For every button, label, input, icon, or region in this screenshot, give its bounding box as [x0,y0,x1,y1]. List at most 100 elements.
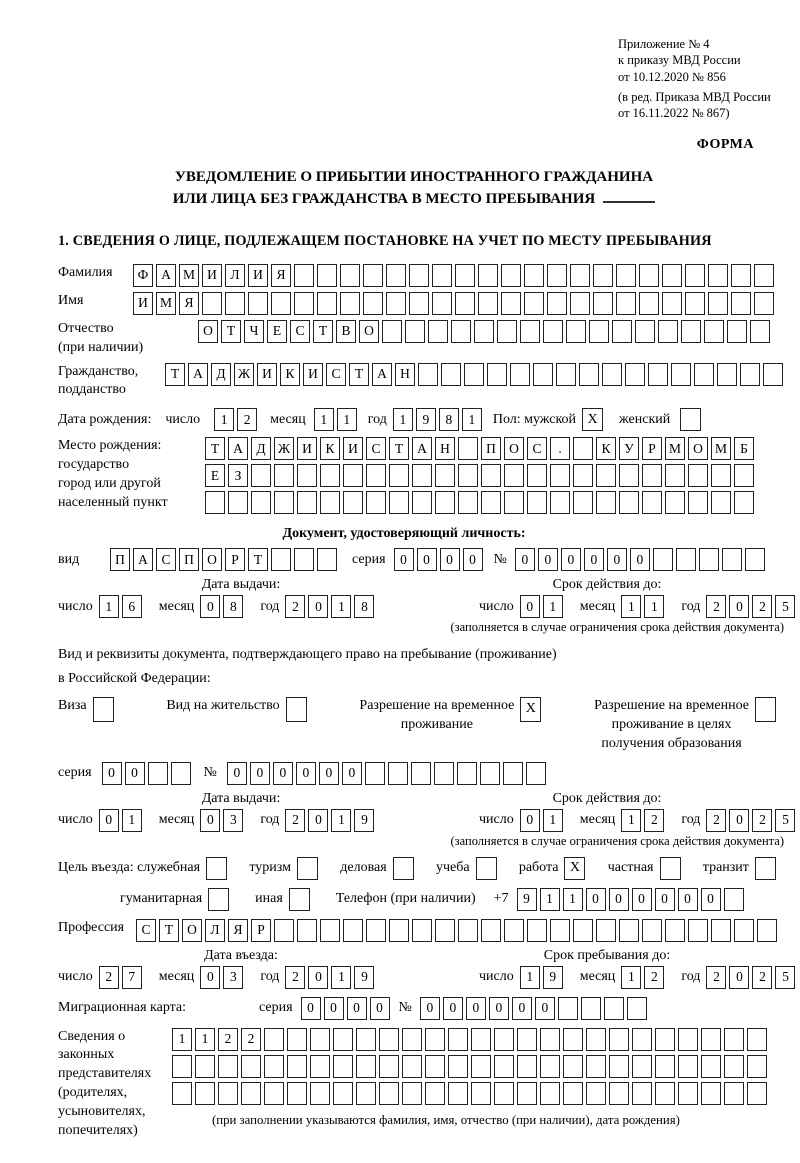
char-cell[interactable] [356,1054,376,1078]
char-cell[interactable]: 0 [585,887,606,911]
char-cell[interactable] [662,291,682,315]
char-cell[interactable] [264,1054,284,1078]
char-cell[interactable] [195,1054,215,1078]
char-cell[interactable] [451,319,471,343]
char-cell[interactable] [609,1054,629,1078]
char-cell[interactable] [294,291,314,315]
char-cell[interactable] [504,464,524,488]
char-cell[interactable] [731,291,751,315]
char-cell[interactable]: К [320,437,340,461]
char-cell[interactable]: И [257,362,277,386]
char-cell[interactable] [754,263,774,287]
char-cell[interactable]: 2 [706,965,727,989]
char-cell[interactable] [616,263,636,287]
char-cell[interactable] [612,319,632,343]
char-cell[interactable]: 1 [562,887,583,911]
purpose-official-checkbox[interactable] [206,856,228,880]
char-cell[interactable] [310,1054,330,1078]
char-cell[interactable]: И [202,263,222,287]
char-cell[interactable] [675,548,696,572]
char-cell[interactable] [547,263,567,287]
char-cell[interactable]: С [366,437,386,461]
char-cell[interactable] [448,1054,468,1078]
char-cell[interactable]: 0 [295,761,316,785]
char-cell[interactable] [635,319,655,343]
char-cell[interactable]: 0 [729,595,750,619]
char-cell[interactable] [497,319,517,343]
char-cell[interactable] [724,1054,744,1078]
char-cell[interactable] [504,918,524,942]
char-cell[interactable] [428,319,448,343]
char-cell[interactable] [271,548,291,572]
char-cell[interactable]: О [688,437,708,461]
char-cell[interactable]: 0 [488,996,509,1020]
char-cell[interactable] [364,761,385,785]
char-cell[interactable] [711,464,731,488]
char-cell[interactable] [294,548,314,572]
char-cell[interactable] [550,464,570,488]
char-cell[interactable] [333,1054,353,1078]
char-cell[interactable]: 2 [706,595,727,619]
char-cell[interactable] [340,291,360,315]
char-cell[interactable] [547,291,567,315]
char-cell[interactable] [172,1081,192,1105]
char-cell[interactable] [425,1081,445,1105]
purpose-study-checkbox[interactable] [475,856,497,880]
char-cell[interactable] [343,464,363,488]
char-cell[interactable] [379,1054,399,1078]
char-cell[interactable] [619,918,639,942]
char-cell[interactable] [294,263,314,287]
char-cell[interactable] [481,464,501,488]
char-cell[interactable] [502,761,523,785]
char-cell[interactable]: 9 [516,887,537,911]
char-cell[interactable]: 0 [419,996,440,1020]
char-cell[interactable] [147,761,168,785]
char-cell[interactable] [287,1027,307,1051]
char-cell[interactable] [264,1081,284,1105]
char-cell[interactable] [264,1027,284,1051]
char-cell[interactable]: 0 [537,548,558,572]
char-cell[interactable] [366,464,386,488]
char-cell[interactable] [310,1081,330,1105]
char-cell[interactable]: 0 [465,996,486,1020]
char-cell[interactable]: 0 [519,808,540,832]
char-cell[interactable]: 0 [249,761,270,785]
residence-permit-checkbox[interactable] [285,696,307,722]
char-cell[interactable] [573,437,593,461]
char-cell[interactable]: 2 [285,808,306,832]
char-cell[interactable] [433,761,454,785]
char-cell[interactable] [225,291,245,315]
char-cell[interactable] [435,918,455,942]
char-cell[interactable] [474,319,494,343]
char-cell[interactable] [418,362,438,386]
char-cell[interactable] [274,918,294,942]
char-cell[interactable]: 9 [542,965,563,989]
char-cell[interactable]: 2 [752,595,773,619]
char-cell[interactable] [170,761,191,785]
char-cell[interactable] [340,263,360,287]
char-cell[interactable]: 1 [542,595,563,619]
char-cell[interactable] [320,464,340,488]
char-cell[interactable] [448,1027,468,1051]
char-cell[interactable] [685,291,705,315]
char-cell[interactable]: Р [642,437,662,461]
char-cell[interactable] [609,1081,629,1105]
char-cell[interactable] [563,1054,583,1078]
char-cell[interactable] [343,491,363,515]
char-cell[interactable]: 1 [121,808,142,832]
char-cell[interactable]: 1 [644,595,665,619]
char-cell[interactable] [563,1081,583,1105]
char-cell[interactable]: 0 [729,965,750,989]
char-cell[interactable] [287,1081,307,1105]
char-cell[interactable]: 0 [300,996,321,1020]
char-cell[interactable] [387,761,408,785]
char-cell[interactable]: И [248,263,268,287]
char-cell[interactable]: Б [734,437,754,461]
char-cell[interactable]: 0 [560,548,581,572]
char-cell[interactable] [586,1027,606,1051]
char-cell[interactable] [625,362,645,386]
char-cell[interactable]: 0 [393,548,414,572]
char-cell[interactable] [524,291,544,315]
char-cell[interactable]: 2 [218,1027,238,1051]
char-cell[interactable] [763,362,783,386]
